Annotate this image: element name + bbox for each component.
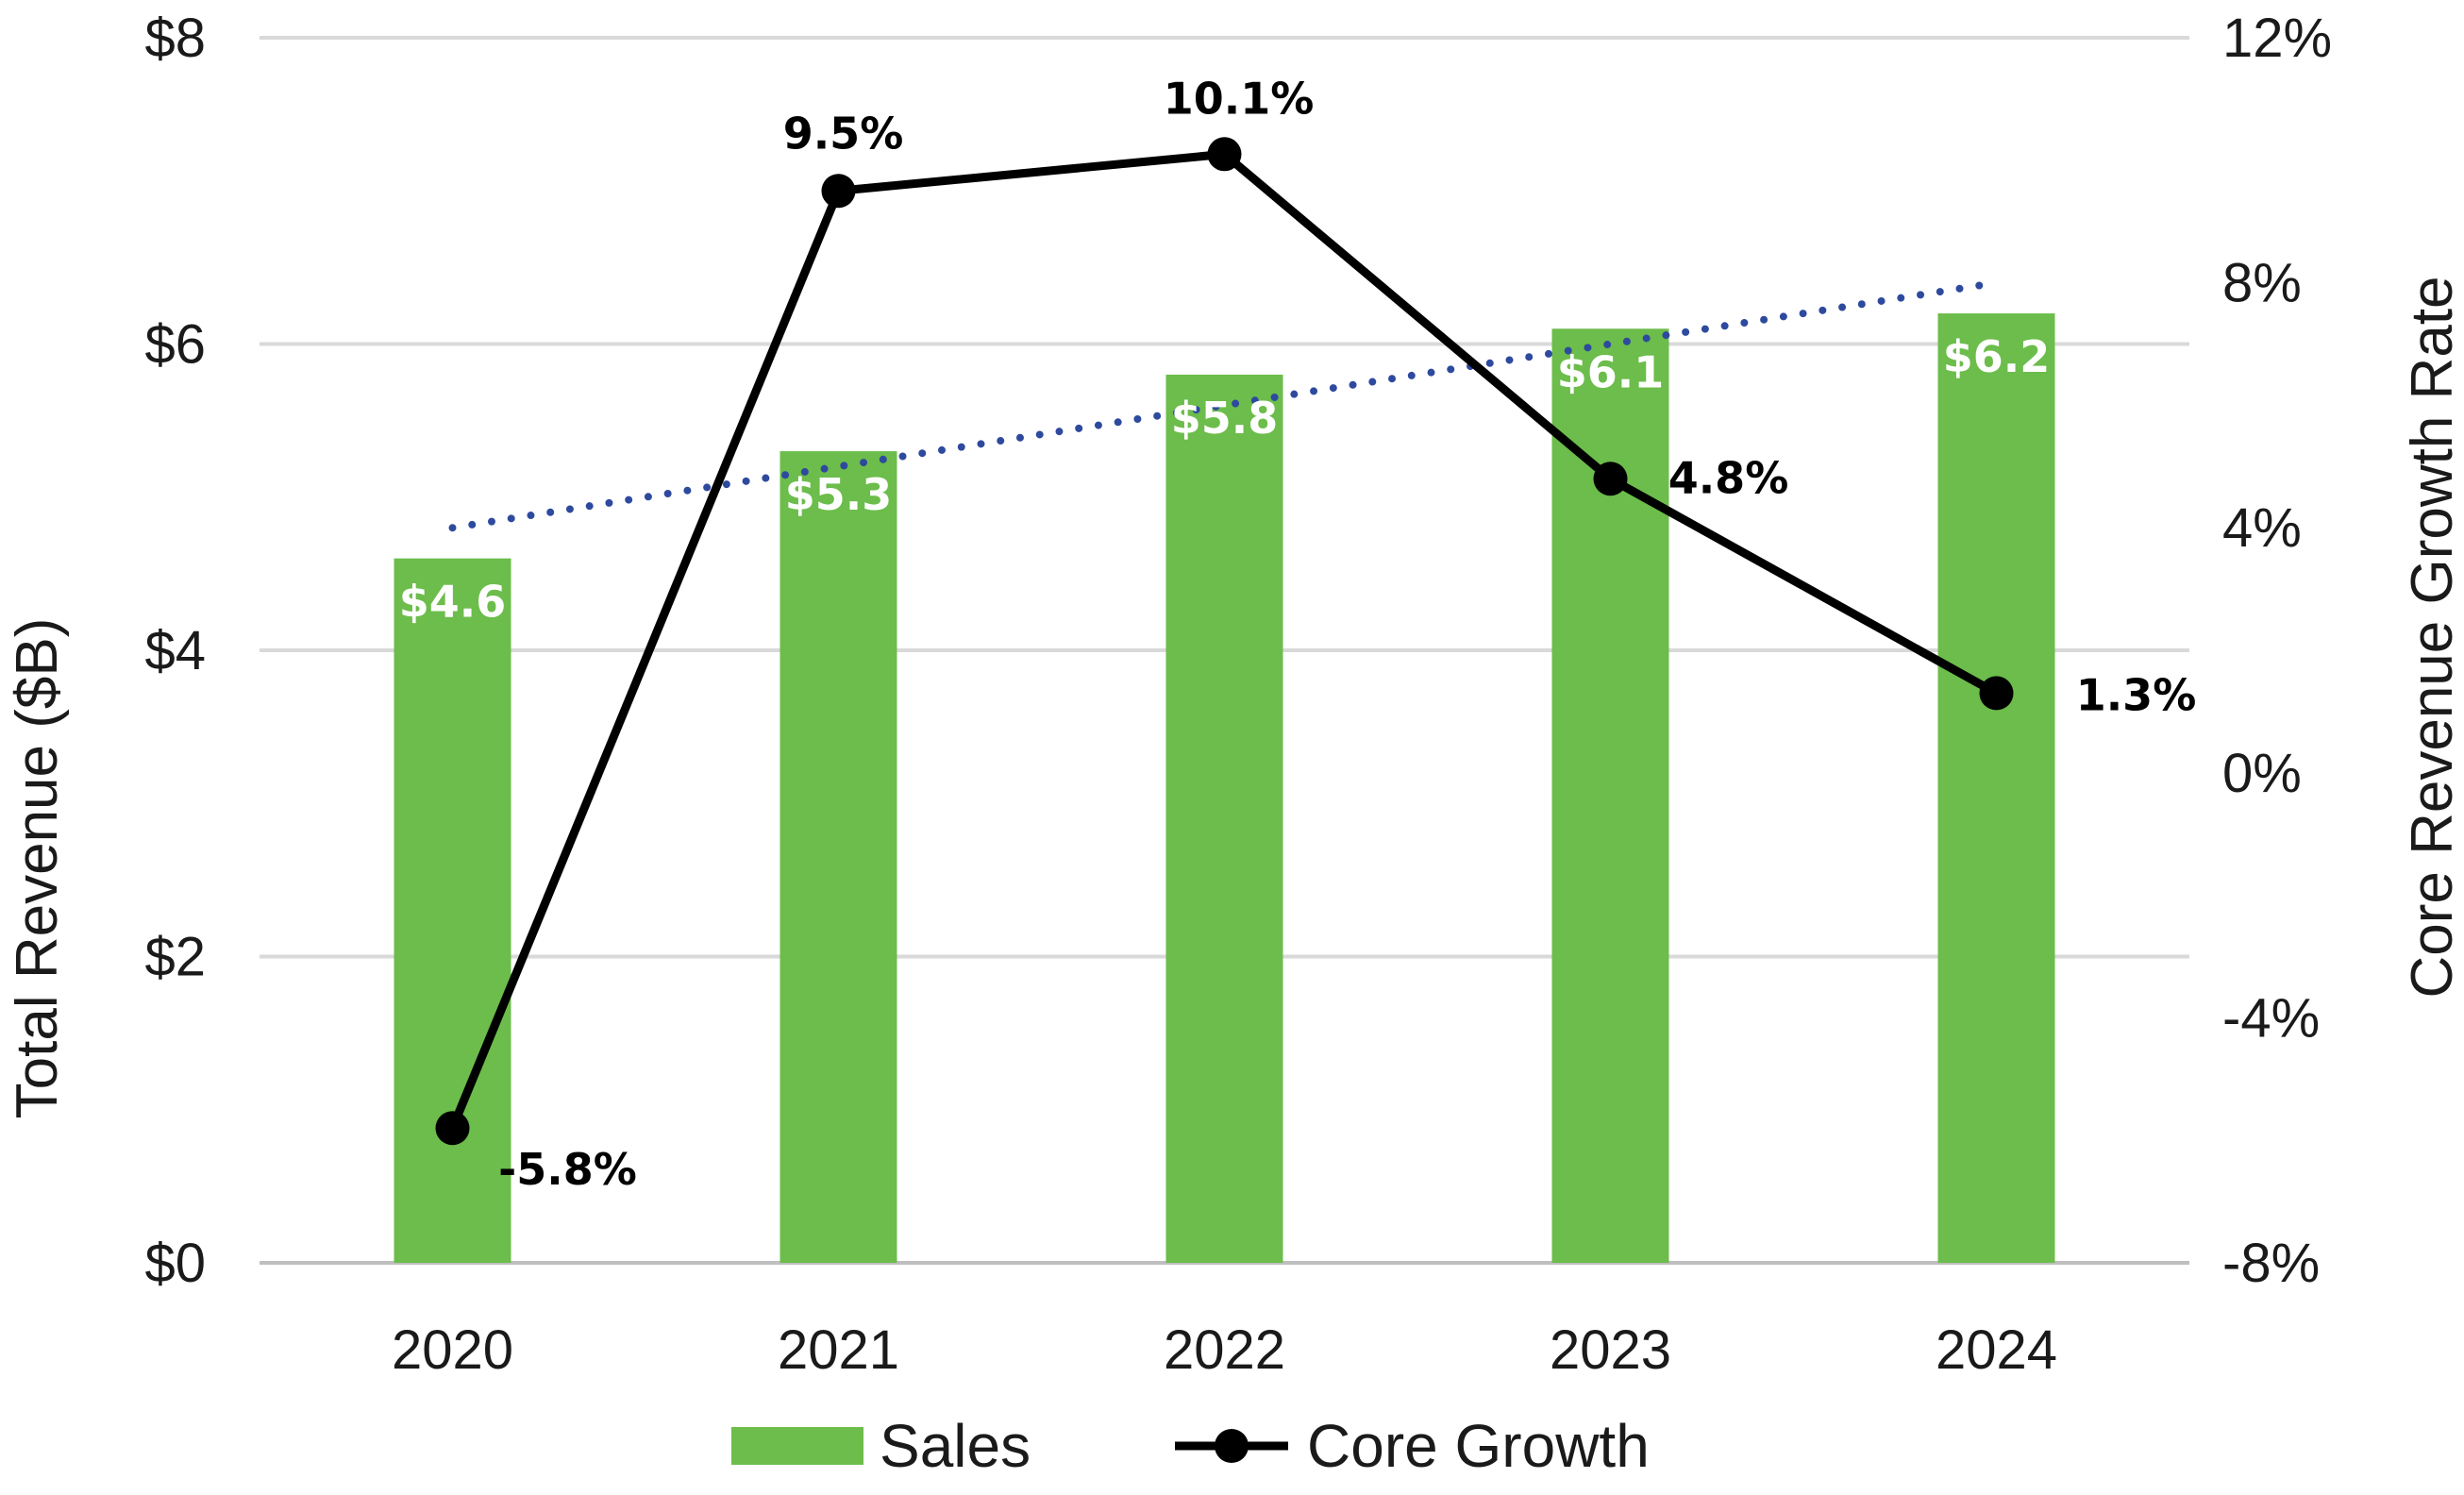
sales-bar	[1937, 313, 2055, 1263]
right-tick-label: 0%	[2222, 743, 2302, 804]
sales-bar	[1165, 374, 1283, 1263]
left-axis-title: Total Revenue ($B)	[5, 618, 70, 1119]
core-growth-label: -5.8%	[498, 1144, 637, 1195]
core-growth-marker	[435, 1111, 470, 1146]
core-growth-marker	[1593, 462, 1628, 496]
sales-bar-label: $5.3	[785, 469, 893, 520]
x-tick-label: 2021	[778, 1319, 899, 1381]
sales-bar	[394, 558, 511, 1263]
core-growth-marker	[1979, 676, 2014, 711]
legend-core-growth-marker	[1215, 1429, 1249, 1463]
left-tick-label: $0	[144, 1233, 206, 1294]
sales-bar	[779, 451, 897, 1263]
sales-bar-label: $5.8	[1171, 393, 1279, 444]
legend-sales-label: Sales	[880, 1412, 1031, 1480]
left-axis-ticks: $0 $2 $4 $6 $8	[144, 8, 206, 1294]
line-data-labels: -5.8% 9.5% 10.1% 4.8% 1.3%	[498, 73, 2196, 1195]
sales-bars	[394, 313, 2055, 1263]
core-growth-marker	[1207, 137, 1242, 172]
left-tick-label: $6	[144, 314, 206, 376]
x-tick-label: 2022	[1164, 1319, 1285, 1381]
x-tick-label: 2024	[1936, 1319, 2057, 1381]
x-tick-label: 2020	[392, 1319, 513, 1381]
left-tick-label: $8	[144, 8, 206, 69]
sales-trendline	[448, 278, 2001, 532]
core-growth-marker	[821, 174, 856, 209]
legend: Sales Core Growth	[731, 1412, 1650, 1480]
sales-trendline-path	[448, 278, 2001, 532]
bar-data-labels: $4.6 $5.3 $5.8 $6.1 $6.2	[399, 331, 2051, 628]
x-tick-label: 2023	[1550, 1319, 1671, 1381]
right-tick-label: 12%	[2222, 8, 2332, 69]
core-growth-label: 10.1%	[1164, 73, 1315, 124]
core-growth-label: 4.8%	[1668, 452, 1789, 503]
legend-core-growth-label: Core Growth	[1307, 1412, 1650, 1480]
x-axis-ticks: 2020 2021 2022 2023 2024	[392, 1319, 2057, 1381]
sales-bar-label: $6.1	[1557, 346, 1665, 397]
core-growth-label: 1.3%	[2076, 669, 2197, 720]
core-growth-line-group	[435, 137, 2014, 1146]
right-tick-label: 4%	[2222, 497, 2302, 559]
sales-bar-label: $4.6	[399, 577, 507, 628]
right-axis-title: Core Revenue Growth Rate	[2400, 276, 2464, 998]
sales-bar-label: $6.2	[1943, 331, 2051, 382]
right-axis-ticks: -8% -4% 0% 4% 8% 12%	[2222, 8, 2332, 1294]
left-tick-label: $4	[144, 620, 206, 681]
right-tick-label: 8%	[2222, 253, 2302, 314]
right-tick-label: -8%	[2222, 1233, 2320, 1294]
core-growth-label: 9.5%	[783, 108, 904, 159]
right-tick-label: -4%	[2222, 987, 2320, 1049]
left-tick-label: $2	[144, 927, 206, 988]
legend-sales-swatch	[731, 1427, 863, 1465]
